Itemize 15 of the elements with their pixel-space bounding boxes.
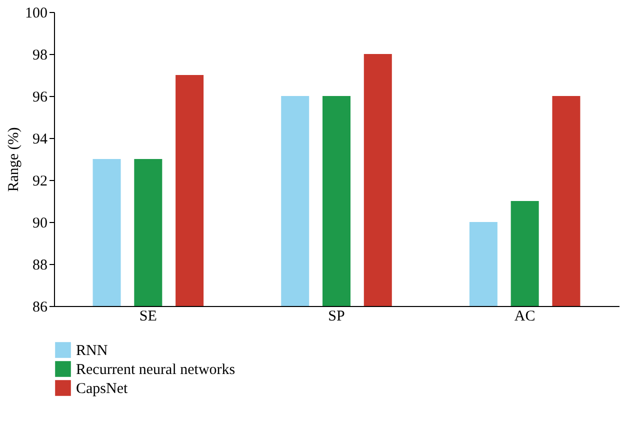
y-tick-label: 96	[32, 90, 48, 106]
y-tick-label: 98	[32, 48, 48, 64]
legend-label: CapsNet	[76, 381, 128, 397]
y-tick-label: 88	[32, 258, 48, 274]
x-tick-label: SP	[328, 308, 345, 324]
y-tick-label: 94	[32, 132, 48, 148]
x-tick-label: SE	[139, 308, 157, 324]
legend-label: Recurrent neural networks	[76, 362, 236, 378]
legend-label: RNN	[76, 343, 108, 359]
y-tick-label: 86	[32, 300, 48, 316]
x-tick-label: AC	[514, 308, 536, 324]
y-axis-title: Range (%)	[6, 127, 22, 192]
y-tick-label: 100	[25, 6, 48, 22]
y-tick-label: 92	[32, 174, 48, 190]
y-tick-label: 90	[32, 216, 48, 232]
